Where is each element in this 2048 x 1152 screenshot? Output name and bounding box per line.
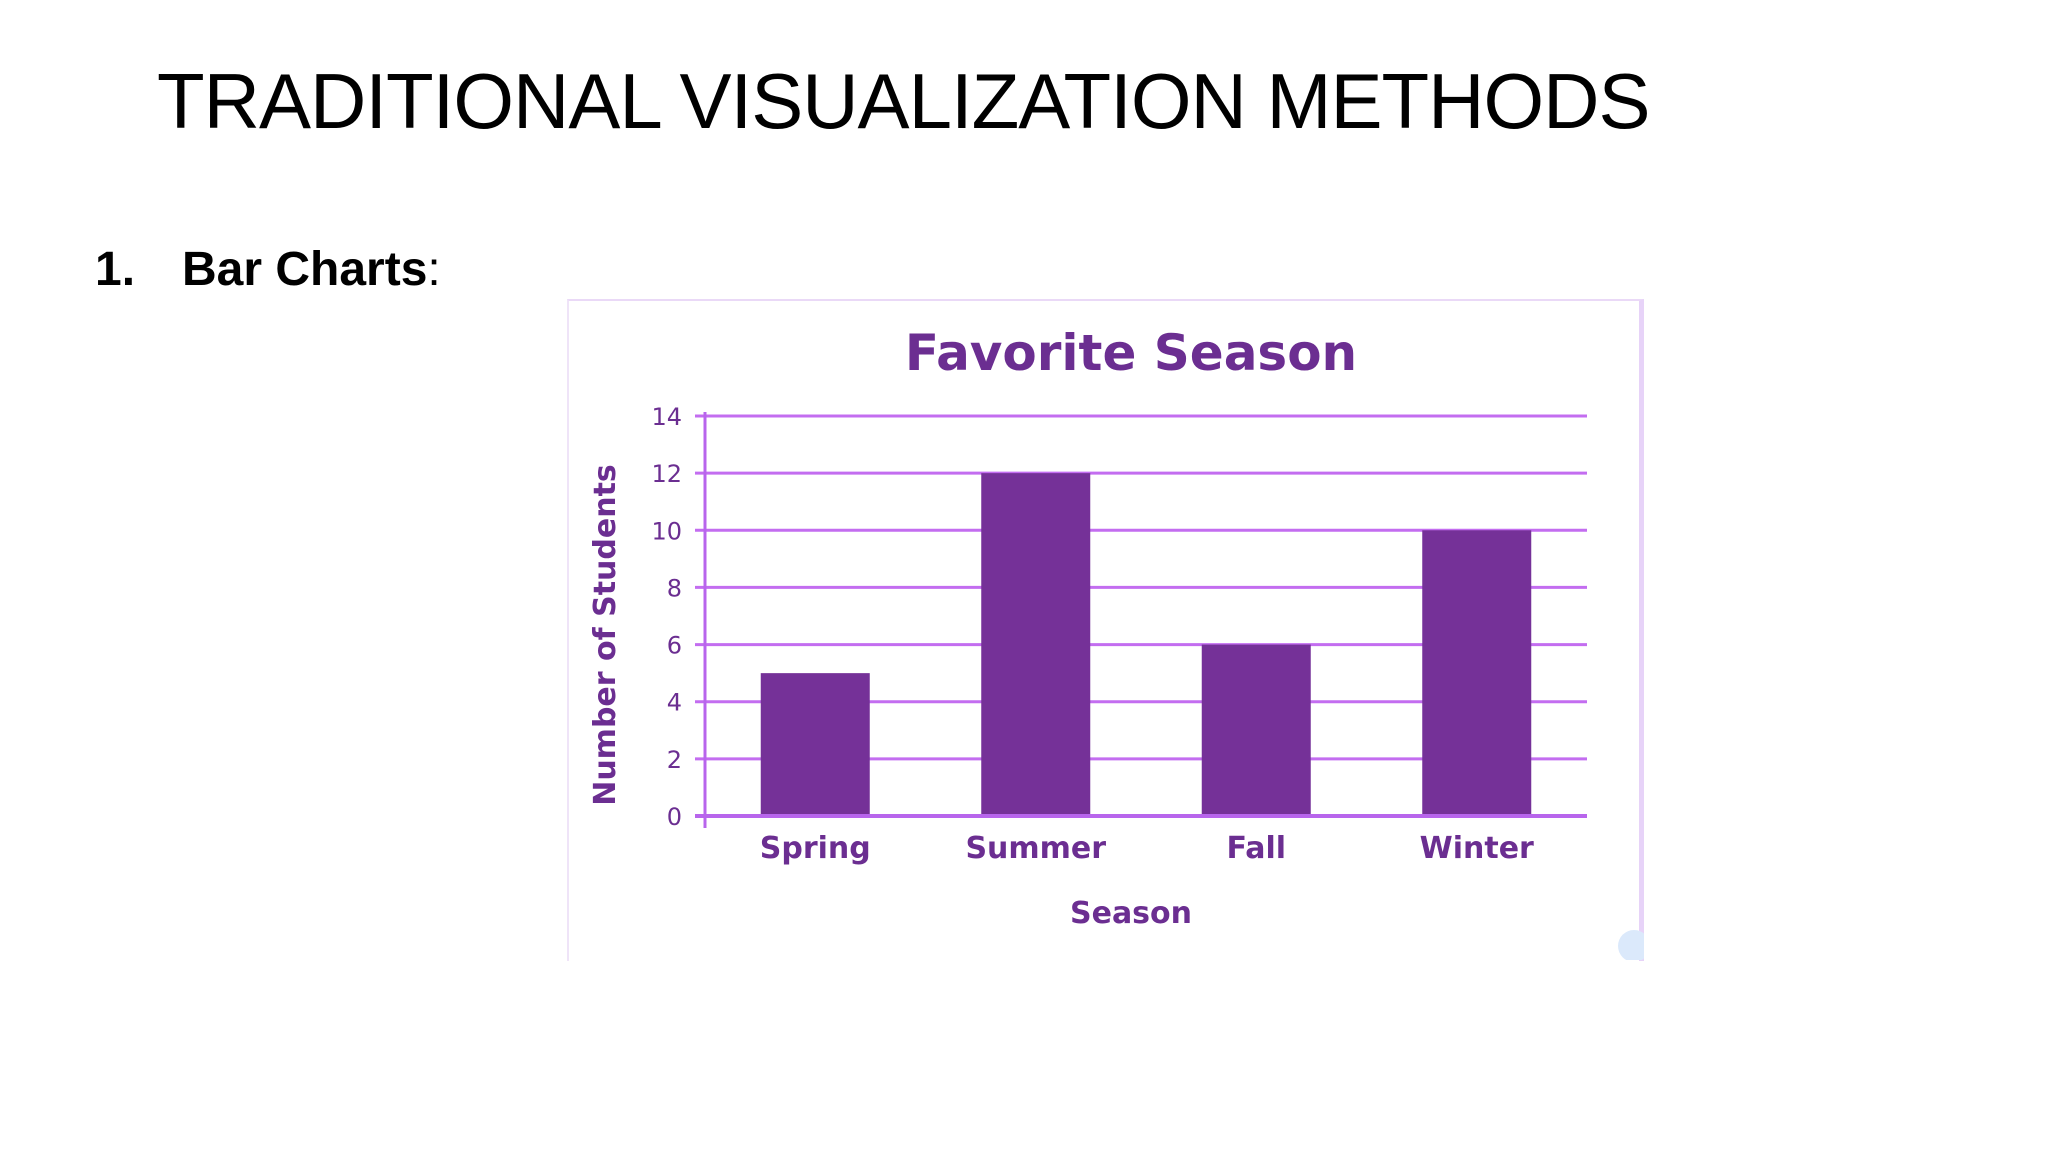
chart-image: Favorite Season 0 2 4 6 8 10 12 14 Spring Summer… bbox=[567, 299, 1644, 961]
bar-winter bbox=[1422, 530, 1532, 816]
x-tick-label: Winter bbox=[1420, 831, 1534, 866]
y-tick-label: 6 bbox=[667, 632, 682, 660]
x-tick-label: Fall bbox=[1226, 831, 1286, 866]
bar-chart: Favorite Season 0 2 4 6 8 10 12 14 Spring Summer… bbox=[588, 324, 1587, 931]
bullet-item: 1. Bar Charts: bbox=[95, 246, 441, 294]
x-tick-label: Summer bbox=[965, 831, 1106, 866]
x-tick-labels: Spring Summer Fall Winter bbox=[760, 831, 1534, 866]
x-tick-label: Spring bbox=[760, 831, 871, 866]
y-tick-label: 12 bbox=[651, 460, 682, 488]
bullet-number: 1. bbox=[95, 243, 136, 296]
x-axis-label: Season bbox=[1070, 896, 1192, 931]
axes bbox=[695, 412, 1587, 828]
y-tick-label: 2 bbox=[667, 746, 682, 774]
chart-title: Favorite Season bbox=[905, 324, 1357, 382]
y-tick-label: 14 bbox=[651, 403, 682, 431]
bars bbox=[760, 473, 1532, 816]
bar-spring bbox=[760, 673, 870, 816]
y-tick-label: 8 bbox=[667, 574, 682, 602]
corner-decoration bbox=[1618, 930, 1644, 960]
y-axis-label: Number of Students bbox=[588, 464, 623, 806]
y-tick-label: 10 bbox=[651, 517, 682, 545]
bullet-suffix: : bbox=[427, 243, 441, 296]
bar-fall bbox=[1201, 644, 1311, 816]
y-tick-label: 0 bbox=[667, 803, 682, 831]
y-tick-label: 4 bbox=[667, 689, 682, 717]
bullet-label: Bar Charts bbox=[182, 243, 428, 296]
slide-title: TRADITIONAL VISUALIZATION METHODS bbox=[157, 57, 1650, 145]
bar-summer bbox=[981, 473, 1091, 816]
y-tick-labels: 0 2 4 6 8 10 12 14 bbox=[651, 403, 682, 831]
